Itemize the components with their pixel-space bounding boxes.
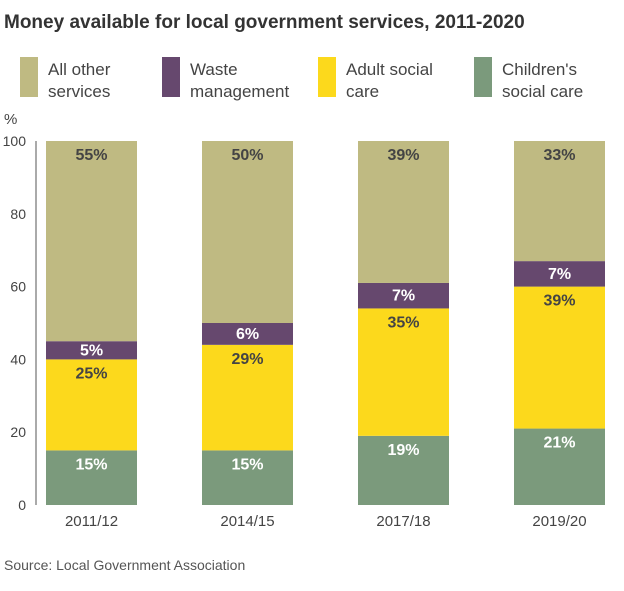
data-label: 6% <box>236 326 259 343</box>
x-tick-label: 2019/20 <box>532 513 586 530</box>
legend-swatch <box>20 57 38 97</box>
data-label: 35% <box>387 314 419 331</box>
legend-label: All other <box>48 60 111 79</box>
data-label: 15% <box>231 456 263 473</box>
y-axis-label: % <box>4 111 17 128</box>
bar-segment <box>202 450 293 505</box>
x-ticks: 2011/12 2014/15 2017/18 2019/20 <box>65 513 587 530</box>
data-label: 7% <box>392 288 415 305</box>
data-label: 55% <box>75 147 107 164</box>
legend-label: social care <box>502 82 583 101</box>
legend-label: care <box>346 82 379 101</box>
bar-segment <box>46 341 137 360</box>
legend-label: management <box>190 82 290 101</box>
legend: All other services Waste management Adult so… <box>20 57 583 101</box>
bar-segment <box>358 435 449 505</box>
y-tick-label: 0 <box>18 497 26 513</box>
bars: 15% 25% 5% 55% 15% 29% 6% 50% 19% 35% 7% 39% 21% 39% 7… <box>46 141 605 505</box>
data-label: 5% <box>80 342 103 359</box>
y-tick-label: 80 <box>10 206 26 222</box>
x-tick-label: 2014/15 <box>220 513 274 530</box>
data-label: 33% <box>543 147 575 164</box>
bar-segment <box>358 141 449 283</box>
x-tick-label: 2017/18 <box>376 513 430 530</box>
data-label: 39% <box>543 293 575 310</box>
legend-label: Adult social <box>346 60 433 79</box>
legend-swatch <box>162 57 180 97</box>
legend-swatch <box>474 57 492 97</box>
data-label: 25% <box>75 365 107 382</box>
y-tick-label: 60 <box>10 279 26 295</box>
bar-segment <box>46 359 137 451</box>
bar-segment <box>514 261 605 287</box>
y-tick-label: 100 <box>3 133 27 149</box>
bar-segment <box>46 141 137 342</box>
legend-label: Children's <box>502 60 577 79</box>
data-label: 21% <box>543 435 575 452</box>
bar-segment <box>514 286 605 429</box>
data-label: 39% <box>387 147 419 164</box>
bar-segment <box>514 428 605 505</box>
chart-title: Money available for local government ser… <box>4 12 525 33</box>
bar-segment <box>358 282 449 309</box>
data-label: 50% <box>231 147 263 164</box>
x-tick-label: 2011/12 <box>65 513 118 530</box>
legend-swatch <box>318 57 336 97</box>
y-ticks: 0 20 40 60 80 100 <box>3 133 27 513</box>
bar-segment <box>46 450 137 505</box>
bar-segment <box>202 323 293 345</box>
bar-segment <box>514 141 605 262</box>
bar-segment <box>202 141 293 323</box>
y-tick-label: 20 <box>10 424 26 440</box>
source-note: Source: Local Government Association <box>4 557 245 573</box>
bar-segment <box>202 344 293 451</box>
data-label: 7% <box>548 266 571 283</box>
legend-label: Waste <box>190 60 238 79</box>
data-label: 19% <box>387 442 419 459</box>
bar-segment <box>358 308 449 436</box>
y-tick-label: 40 <box>10 351 26 367</box>
data-label: 15% <box>75 456 107 473</box>
legend-label: services <box>48 82 110 101</box>
data-label: 29% <box>231 351 263 368</box>
